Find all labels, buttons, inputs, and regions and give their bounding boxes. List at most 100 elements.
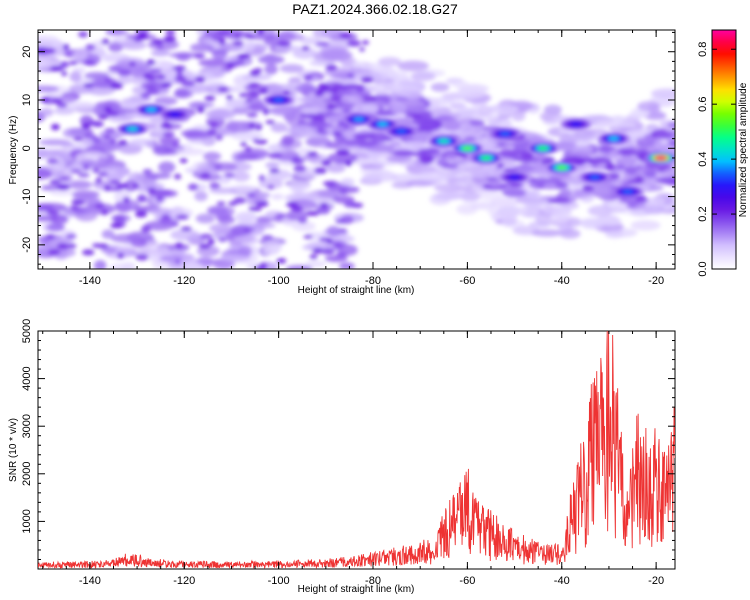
- hotspot: [462, 146, 473, 151]
- speckle-cell: [65, 233, 77, 239]
- speckle-cell: [174, 75, 187, 82]
- snr-ticks: -140 -120 -100 -80 -60 -40 -20 1000 2000 3000 4000…: [21, 319, 675, 587]
- noise-cell: [230, 224, 255, 235]
- ridge-cell: [520, 150, 535, 160]
- noise-cell: [522, 199, 554, 207]
- speckle-cell: [109, 179, 121, 185]
- ridge-cell: [513, 164, 535, 173]
- x-tick-label: -100: [268, 275, 290, 287]
- speckle-cell: [319, 202, 329, 208]
- speckle-cell: [140, 92, 150, 99]
- noise-cell: [40, 184, 60, 191]
- y-tick-label: 0: [21, 145, 33, 151]
- noise-cell: [158, 161, 176, 174]
- speckle-cell: [56, 243, 69, 250]
- noise-cell: [153, 128, 166, 135]
- speckle-cell: [326, 103, 337, 110]
- speckle-cell: [233, 197, 247, 204]
- speckle-cell: [268, 152, 282, 159]
- spectrogram-y-axis-label: Frequency (Hz): [8, 116, 19, 185]
- x-tick-label: -80: [365, 575, 381, 587]
- speckle-cell: [161, 82, 173, 88]
- speckle-cell: [104, 128, 116, 133]
- hotspot: [655, 155, 666, 160]
- noise-cell: [433, 193, 464, 200]
- ridge-cell: [375, 99, 387, 107]
- speckle-cell: [162, 131, 175, 138]
- speckle-cell: [240, 141, 248, 147]
- noise-cell: [486, 104, 519, 113]
- hotspot: [500, 131, 511, 136]
- speckle-cell: [218, 237, 227, 243]
- noise-cell: [93, 260, 107, 269]
- noise-cell: [650, 88, 675, 99]
- x-tick-label: -40: [554, 575, 570, 587]
- noise-cell: [217, 215, 236, 225]
- ridge-cell: [621, 155, 633, 162]
- noise-cell: [477, 105, 493, 117]
- speckle-cell: [175, 214, 190, 220]
- ridge-cell: [410, 131, 436, 140]
- noise-cell: [194, 191, 208, 202]
- spectrogram-frame: [37, 29, 676, 270]
- noise-cell: [243, 39, 256, 52]
- noise-cell: [255, 216, 273, 224]
- speckle-cell: [207, 238, 215, 246]
- colorbar-ticks: 0.0 0.2 0.4 0.6 0.8: [697, 42, 736, 277]
- speckle-cell: [91, 137, 102, 143]
- speckle-cell: [335, 219, 346, 224]
- ridge-cell: [353, 132, 377, 140]
- speckle-cell: [97, 114, 109, 120]
- noise-cell: [603, 207, 626, 214]
- ridge-cell: [559, 188, 572, 198]
- speckle-cell: [339, 190, 348, 195]
- speckle-cell: [145, 84, 157, 90]
- speckle-cell: [164, 148, 175, 153]
- speckle-cell: [301, 46, 310, 51]
- noise-cell: [263, 53, 277, 61]
- speckle-cell: [95, 202, 105, 209]
- noise-cell: [281, 135, 295, 146]
- speckle-cell: [118, 139, 128, 146]
- hotspot: [589, 175, 600, 180]
- noise-cell: [228, 240, 243, 248]
- hotspot: [622, 189, 633, 194]
- speckle-cell: [262, 108, 270, 115]
- colorbar-tick-label: 0.6: [697, 97, 709, 112]
- speckle-cell: [254, 265, 267, 269]
- noise-cell: [470, 201, 497, 210]
- speckle-cell: [332, 131, 342, 136]
- speckle-cell: [56, 183, 71, 191]
- speckle-cell: [245, 98, 252, 103]
- speckle-cell: [63, 43, 70, 51]
- noise-cell: [46, 223, 65, 232]
- speckle-cell: [106, 111, 119, 117]
- noise-cell: [605, 230, 624, 239]
- noise-cell: [235, 153, 260, 161]
- speckle-cell: [83, 61, 98, 66]
- noise-cell: [377, 57, 402, 67]
- speckle-cell: [339, 32, 353, 38]
- speckle-cell: [209, 121, 219, 128]
- noise-cell: [340, 178, 355, 187]
- snr-frame: [37, 330, 676, 570]
- noise-cell: [235, 211, 257, 223]
- noise-cell: [573, 128, 595, 140]
- noise-cell: [387, 70, 409, 80]
- noise-cell: [488, 118, 513, 129]
- ridge-cell: [360, 104, 380, 112]
- speckle-cell: [322, 180, 337, 187]
- speckle-cell: [85, 44, 96, 51]
- speckle-cell: [269, 168, 280, 174]
- speckle-cell: [165, 30, 176, 35]
- speckle-cell: [226, 95, 233, 100]
- speckle-cell: [290, 205, 303, 212]
- ridge-cell: [300, 106, 324, 115]
- ridge-cell: [488, 180, 502, 188]
- speckle-cell: [293, 165, 307, 172]
- hotspot-group: [116, 94, 675, 198]
- speckle-cell: [104, 77, 112, 83]
- speckle-cell: [116, 183, 129, 188]
- speckle-cell: [58, 176, 71, 181]
- ridge-cell: [457, 129, 483, 140]
